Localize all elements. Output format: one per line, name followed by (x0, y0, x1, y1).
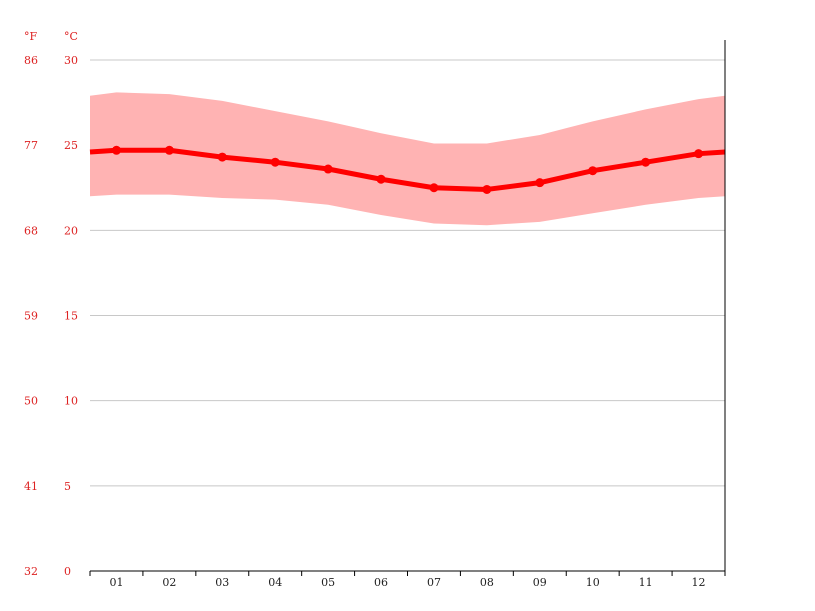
y-tick-label-celsius: 15 (64, 310, 78, 323)
x-tick-label-month: 02 (162, 576, 176, 589)
y-tick-label-celsius: 10 (64, 395, 78, 408)
x-tick-label-month: 06 (374, 576, 388, 589)
x-tick-label-month: 08 (480, 576, 494, 589)
mean-point (641, 157, 651, 167)
y-tick-label-fahrenheit: 59 (24, 310, 38, 323)
mean-point (164, 145, 174, 155)
y-tick-label-fahrenheit: 77 (24, 139, 38, 152)
mean-point (323, 164, 333, 174)
x-tick-label-month: 03 (215, 576, 229, 589)
y-tick-label-celsius: 20 (64, 224, 78, 237)
x-tick-label-month: 12 (692, 576, 706, 589)
y-tick-label-celsius: 30 (64, 54, 78, 67)
mean-point (217, 152, 227, 162)
mean-line-path (89, 147, 726, 192)
axis-labels: °F °C 0 32 5 41 10 50 15 59 20 68 25 77 30 86 01 02 03 04… (24, 30, 706, 589)
y-tick-label-fahrenheit: 32 (24, 565, 38, 578)
mean-temperature-line (89, 145, 726, 194)
mean-point (694, 149, 704, 159)
x-tick-label-month: 10 (586, 576, 600, 589)
x-tick-label-month: 05 (321, 576, 335, 589)
mean-point (376, 174, 386, 184)
mean-point (111, 145, 121, 155)
y-tick-label-fahrenheit: 86 (24, 54, 38, 67)
y-tick-label-celsius: 5 (64, 480, 71, 493)
mean-point (588, 166, 598, 176)
x-tick-label-month: 04 (268, 576, 282, 589)
x-tick-label-month: 01 (109, 576, 123, 589)
fahrenheit-unit-label: °F (24, 30, 38, 43)
y-tick-label-celsius: 0 (64, 565, 71, 578)
y-tick-label-fahrenheit: 41 (24, 480, 38, 493)
celsius-unit-label: °C (64, 30, 78, 43)
temperature-range-band (90, 92, 725, 226)
mean-point (535, 178, 545, 188)
x-tick-label-month: 07 (427, 576, 441, 589)
x-tick-label-month: 09 (533, 576, 547, 589)
x-tick-label-month: 11 (639, 576, 653, 589)
mean-point (429, 183, 439, 193)
y-tick-label-celsius: 25 (64, 139, 78, 152)
mean-point (270, 157, 280, 167)
y-tick-label-fahrenheit: 68 (24, 224, 38, 237)
axes (89, 40, 726, 576)
range-band-area (90, 92, 725, 226)
mean-point (482, 184, 492, 194)
y-tick-label-fahrenheit: 50 (24, 395, 38, 408)
